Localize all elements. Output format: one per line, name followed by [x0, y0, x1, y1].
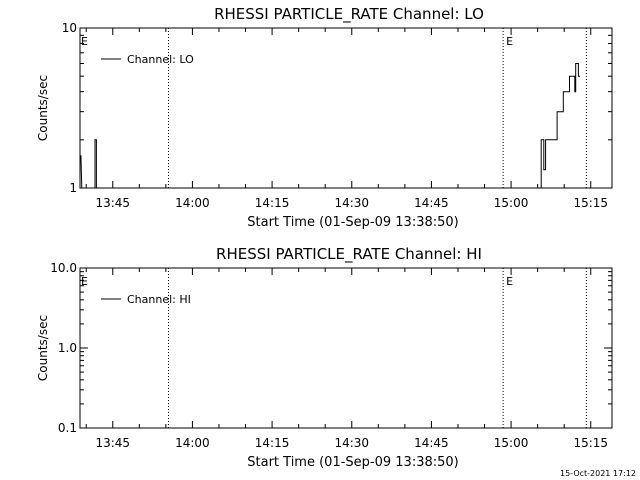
panel-1-xlabel: Start Time (01-Sep-09 13:38:50) [247, 215, 458, 230]
panel-1-xtick-label: 14:30 [334, 196, 369, 210]
panel-2-ytick-label: 1.0 [58, 341, 77, 355]
panel-1-ytick-label: 1 [69, 181, 77, 195]
panel-2: RHESSI PARTICLE_RATE Channel: HI Start Ti… [36, 245, 613, 470]
panel-2-xtick-label: 13:45 [95, 436, 130, 450]
panel-2-xtick-label: 14:00 [175, 436, 210, 450]
panel-2-xtick-label: 14:45 [414, 436, 449, 450]
panel-2-event-marker: E [81, 275, 88, 288]
panel-1: RHESSI PARTICLE_RATE Channel: LO Start Ti… [36, 5, 613, 230]
panel-2-ytick-label: 0.1 [58, 421, 77, 435]
panel-2-xtick-label: 14:15 [255, 436, 290, 450]
panel-1-xtick-label: 15:00 [494, 196, 529, 210]
panel-2-title: RHESSI PARTICLE_RATE Channel: HI [216, 245, 482, 264]
panel-1-frame [79, 27, 613, 189]
panel-1-series-line [80, 63, 581, 189]
panel-1-xtick-label: 14:00 [175, 196, 210, 210]
panel-1-ytick-label: 10 [62, 21, 77, 35]
panel-2-xlabel: Start Time (01-Sep-09 13:38:50) [247, 455, 458, 470]
panel-2-xtick-label: 15:15 [573, 436, 608, 450]
panel-2-frame [79, 267, 613, 429]
panel-1-event-marker: E [506, 35, 513, 48]
panel-2-legend-entry: Channel: HI [127, 293, 191, 306]
date-stamp: 15-Oct-2021 17:12 [560, 469, 636, 478]
panel-2-ytick-label: 10.0 [50, 261, 77, 275]
panel-1-xtick-label: 14:15 [255, 196, 290, 210]
panel-1-xtick-label: 14:45 [414, 196, 449, 210]
panel-2-ylabel: Counts/sec [36, 315, 50, 381]
panel-1-title: RHESSI PARTICLE_RATE Channel: LO [214, 5, 484, 24]
panel-1-xtick-label: 13:45 [95, 196, 130, 210]
panel-1-event-marker: E [81, 35, 88, 48]
panel-2-xtick-label: 14:30 [334, 436, 369, 450]
panel-1-ylabel: Counts/sec [36, 75, 50, 141]
panel-2-xtick-label: 15:00 [494, 436, 529, 450]
panel-1-legend-entry: Channel: LO [127, 53, 194, 66]
panel-2-event-marker: E [506, 275, 513, 288]
panel-1-xtick-label: 15:15 [573, 196, 608, 210]
